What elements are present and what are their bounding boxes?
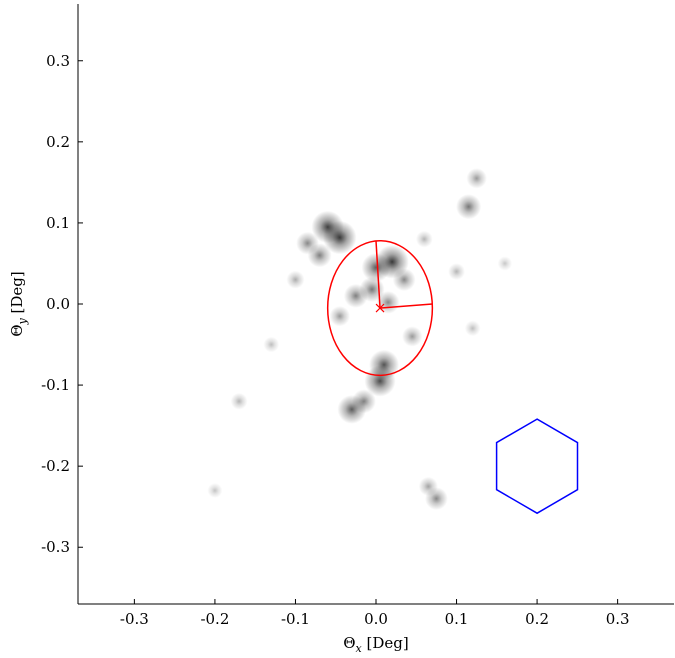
density-point-17 (466, 168, 487, 189)
density-point-24 (464, 320, 481, 337)
x-tick-label: -0.2 (200, 610, 229, 628)
density-point-27 (497, 256, 513, 271)
x-tick-label: 0.2 (525, 610, 549, 628)
ellipse-major-axis (375, 240, 381, 309)
density-point-15 (351, 389, 376, 414)
density-point-6 (392, 268, 416, 292)
y-tick-label: -0.3 (41, 538, 70, 556)
density-point-26 (415, 230, 433, 248)
density-point-16 (456, 194, 482, 220)
overlay-layer (326, 240, 579, 515)
fit-ellipse (326, 240, 434, 377)
density-point-23 (448, 263, 465, 280)
y-tick-label: 0.2 (46, 133, 70, 151)
x-tick-label: 0.1 (445, 610, 469, 628)
density-point-8 (343, 283, 368, 308)
density-point-1 (322, 220, 357, 255)
density-point-3 (307, 243, 332, 268)
density-point-19 (418, 476, 438, 497)
y-tick-label: -0.2 (41, 457, 70, 475)
y-tick-label: 0.0 (46, 295, 70, 313)
y-tick-label: 0.1 (46, 214, 70, 232)
density-point-25 (286, 270, 305, 289)
x-tick-label: -0.1 (281, 610, 310, 628)
x-tick-label: 0.0 (364, 610, 388, 628)
ellipse-center-marker (375, 303, 385, 313)
hexagon-outline (495, 418, 579, 515)
density-point-10 (329, 305, 350, 327)
density-map (207, 168, 513, 510)
density-point-22 (207, 483, 223, 498)
y-tick-label: 0.3 (46, 52, 70, 70)
density-point-21 (263, 336, 280, 353)
y-tick-label: -0.1 (41, 376, 70, 394)
ellipse-minor-axis (379, 303, 433, 309)
x-axis-label: Θx [Deg] (343, 634, 409, 655)
density-point-5 (361, 253, 391, 282)
x-axis-ticks: -0.3 -0.2 -0.1 0.0 0.1 0.2 0.3 (120, 599, 630, 628)
density-point-20 (230, 392, 248, 410)
x-tick-label: -0.3 (120, 610, 149, 628)
y-axis-ticks: -0.3 -0.2 -0.1 0.0 0.1 0.2 0.3 (41, 52, 83, 556)
x-tick-label: 0.3 (606, 610, 630, 628)
y-axis-label: Θy [Deg] (8, 271, 29, 337)
density-point-13 (364, 365, 396, 397)
density-point-11 (402, 326, 423, 347)
